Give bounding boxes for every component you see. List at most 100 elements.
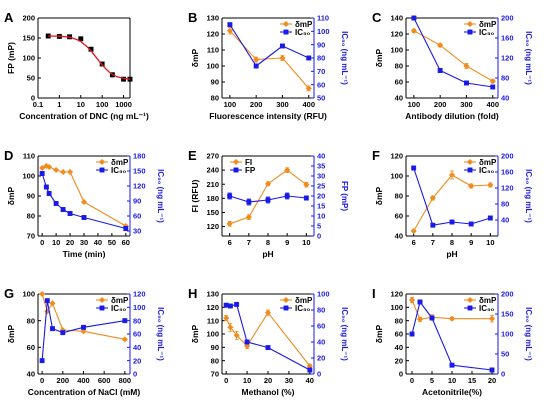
series-orange: [410, 27, 496, 85]
y-tick-label-right: 40: [501, 94, 509, 103]
y-tick-label-right: 150: [133, 167, 146, 176]
legend-label: δmP: [479, 158, 497, 167]
x-tick-label: 8: [266, 238, 270, 247]
y-tick-label-left: 210: [206, 180, 219, 189]
legend-marker: [283, 29, 289, 35]
x-tick-label: 20: [488, 376, 496, 385]
y-tick-label-right: 60: [317, 80, 325, 89]
data-point: [487, 215, 493, 221]
data-point: [59, 168, 67, 176]
panel-letter: I: [372, 286, 376, 301]
y-tick-label-right: 20: [317, 354, 325, 363]
y-tick-label-right: 0: [501, 370, 505, 379]
data-point: [227, 324, 234, 331]
data-point: [429, 194, 436, 202]
x-axis-title: Antibody dilution (fold): [405, 111, 499, 121]
series-blue: [227, 22, 312, 69]
legend-marker: [99, 167, 105, 173]
y-tick-label-left: 120: [206, 222, 219, 231]
series-orange: [39, 162, 129, 230]
x-tick-label: 200: [57, 376, 70, 385]
y-tick-label-right: 120: [501, 184, 514, 193]
x-tick-label: 10: [243, 376, 251, 385]
series-orange: [226, 166, 310, 227]
x-tick-label: 20: [66, 238, 74, 247]
y-tick-label-right: 150: [501, 310, 514, 319]
x-axis-title: Time (min): [63, 249, 106, 259]
y-tick-label-right: 80: [317, 306, 325, 315]
y-tick-label-right: 60: [133, 330, 141, 339]
data-point: [223, 314, 230, 322]
y-tick-label-right: 40: [317, 152, 325, 161]
y-tick-label-left: 40: [395, 232, 403, 241]
data-point: [265, 345, 271, 351]
y-tick-label-left: 70: [27, 232, 35, 241]
series-blue: [409, 299, 495, 373]
y-axis-title-right: IC₅₀ (ng mL⁻¹): [524, 31, 533, 85]
data-point: [39, 358, 45, 364]
y-tick-label-left: 80: [27, 212, 35, 221]
panel-letter: B: [188, 10, 197, 25]
series-orange: [223, 309, 313, 370]
y-axis-title-right: IC₅₀ (ng mL⁻¹): [156, 307, 165, 361]
data-point: [66, 168, 74, 176]
data-point: [490, 84, 496, 90]
data-point: [60, 207, 66, 212]
x-tick-label: 200: [250, 100, 263, 109]
y-tick-label-right: 0: [317, 232, 321, 241]
y-axis-title-left: δmP: [374, 48, 384, 67]
y-axis-title-left: δmP: [6, 324, 16, 343]
x-tick-label: 9: [469, 238, 473, 247]
y-tick-label-left: 120: [206, 303, 219, 312]
y-tick-label-right: 200: [501, 290, 514, 299]
y-tick-label-right: 120: [133, 182, 146, 191]
y-tick-label-left: 100: [390, 172, 403, 181]
y-tick-label-left: 40: [395, 343, 403, 352]
data-point: [50, 326, 55, 332]
y-tick-label-right: 35: [317, 162, 325, 171]
y-tick-label-right: 100: [133, 303, 146, 312]
data-point: [244, 339, 250, 345]
x-tick-label: 1000: [115, 100, 132, 109]
y-tick-label-left: 140: [390, 14, 403, 23]
y-tick-label-right: 5: [317, 222, 321, 231]
y-tick-label-left: 100: [390, 303, 403, 312]
legend-label: δmP: [479, 296, 497, 305]
legend-label: FP: [245, 166, 256, 175]
y-tick-label-right: 110: [317, 14, 329, 23]
y-axis-title-right: IC₅₀ (ng mL⁻¹): [524, 307, 533, 361]
data-point: [487, 181, 494, 189]
y-tick-label-left: 90: [27, 192, 35, 201]
data-point: [122, 318, 128, 324]
x-tick-label: 6: [228, 238, 232, 247]
data-point: [39, 171, 45, 176]
data-point: [227, 193, 233, 199]
x-tick-label: 200: [434, 100, 447, 109]
data-point: [253, 56, 260, 63]
y-tick-label-left: 80: [395, 62, 403, 71]
series-line: [229, 30, 310, 89]
legend-marker: [467, 305, 473, 311]
data-point: [449, 362, 455, 368]
data-point: [234, 301, 240, 307]
y-tick-label-right: 50: [317, 94, 325, 103]
legend-label: IC₅₀: [479, 304, 495, 313]
x-tick-label: 5: [430, 376, 434, 385]
y-tick-label-right: 100: [317, 290, 330, 299]
y-tick-label-right: 20: [317, 192, 325, 201]
x-tick-label: 10: [486, 238, 494, 247]
series-line: [229, 24, 309, 67]
data-point: [489, 367, 495, 373]
data-point: [430, 222, 436, 228]
x-tick-label: 0: [40, 238, 44, 247]
data-point: [449, 219, 455, 225]
data-point: [81, 215, 87, 220]
x-tick-label: 40: [94, 238, 102, 247]
data-point: [468, 182, 475, 190]
x-tick-label: 100: [224, 100, 237, 109]
y-axis-title-right: IC₅₀ (ng mL⁻¹): [340, 307, 349, 361]
legend-label: δmP: [295, 20, 313, 29]
